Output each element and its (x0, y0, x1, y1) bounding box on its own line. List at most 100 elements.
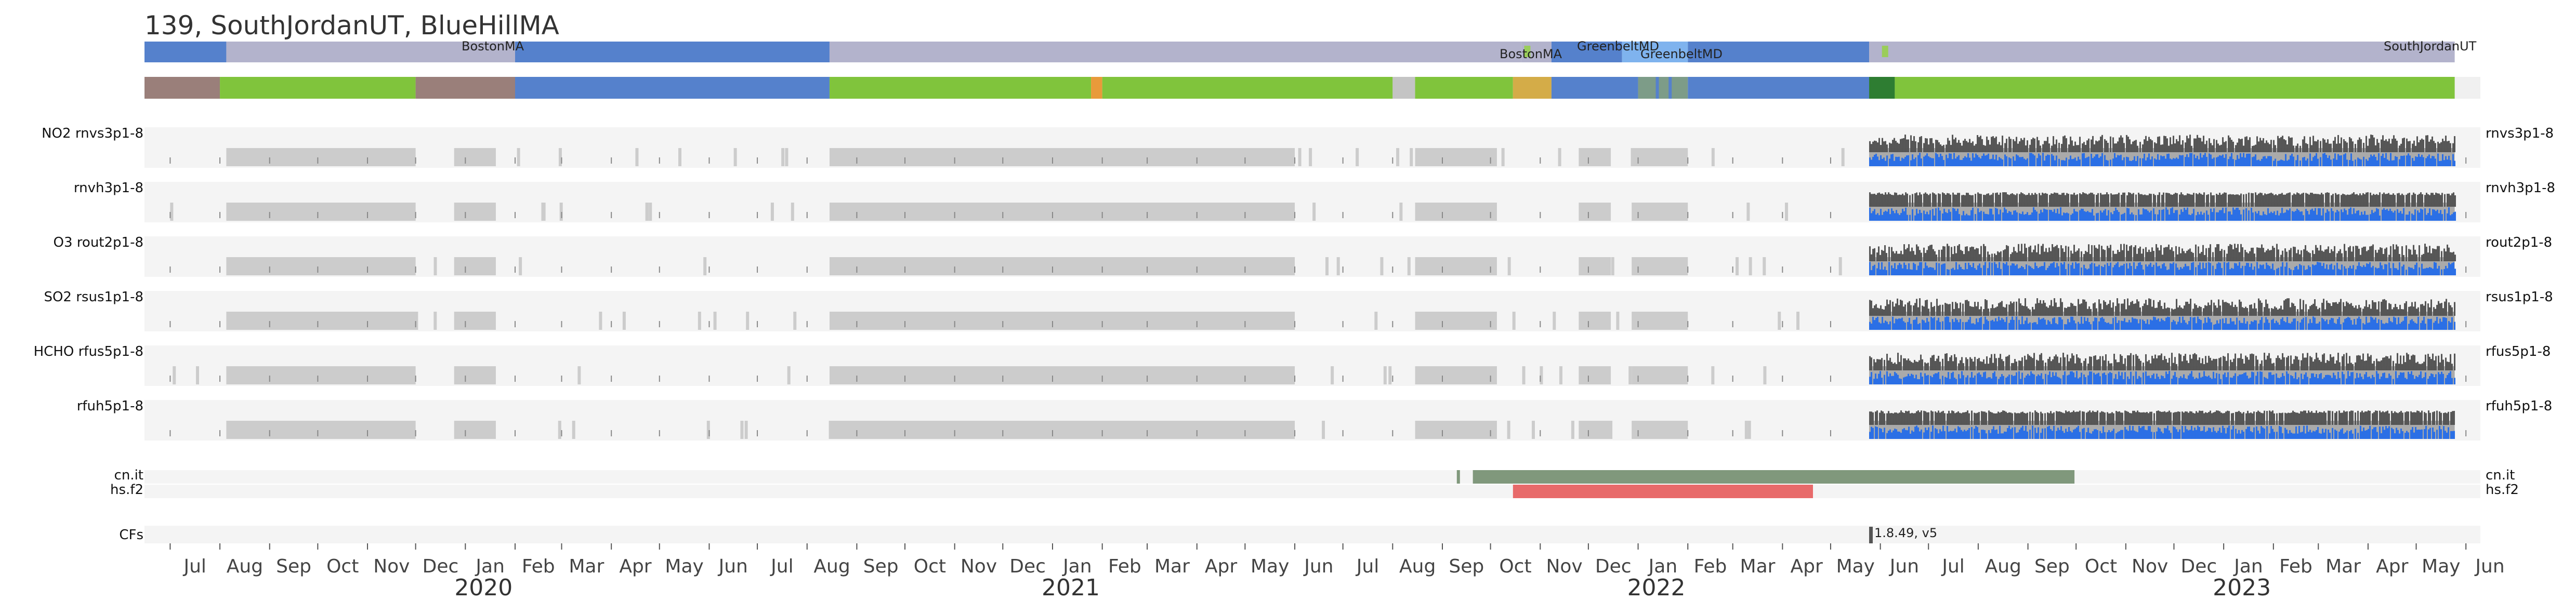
processed-blue-bar (2393, 429, 2395, 439)
processed-dark-bar (2161, 411, 2163, 425)
processed-blue-bar (1921, 212, 1923, 221)
processed-blue-bar (1872, 316, 1874, 330)
processed-blue-bar (2022, 425, 2024, 439)
processed-blue-bar (2027, 431, 2029, 439)
processed-blue-bar (1899, 378, 1901, 384)
processed-blue-bar (2118, 320, 2120, 330)
processed-blue-bar (2026, 317, 2028, 330)
processed-dark-bar (1986, 300, 1988, 316)
processed-blue-bar (2131, 265, 2133, 275)
processed-dark-bar (2007, 194, 2009, 207)
processed-blue-bar (1917, 427, 1920, 439)
processed-blue-bar (1953, 322, 1955, 330)
processed-blue-bar (2227, 324, 2229, 330)
processed-blue-bar (2191, 425, 2193, 439)
processed-dark-bar (2000, 251, 2002, 261)
processed-dark-bar (1916, 244, 1918, 261)
processed-blue-bar (1973, 323, 1975, 330)
processed-dark-bar (2031, 193, 2033, 207)
processed-dark-bar (2067, 306, 2069, 316)
processed-blue-bar (2355, 324, 2357, 330)
processed-dark-bar (2117, 141, 2119, 152)
processed-blue-bar (2207, 215, 2210, 221)
processed-dark-bar (2008, 412, 2010, 425)
processed-blue-bar (2182, 211, 2184, 221)
processed-dark-bar (2289, 250, 2291, 261)
processed-dark-bar (1892, 301, 1894, 316)
processed-blue-bar (2428, 429, 2430, 439)
processed-blue-bar (2195, 267, 2197, 275)
processed-dark-bar (2030, 356, 2032, 370)
processed-blue-bar (1898, 156, 1900, 166)
processed-dark-bar (2087, 309, 2089, 316)
processed-blue-bar (2224, 428, 2226, 439)
processed-dark-bar (2180, 354, 2182, 370)
processed-dark-bar (2349, 137, 2351, 152)
availability-sliver (706, 421, 710, 439)
processed-dark-bar (2201, 141, 2203, 152)
processed-blue-bar (2005, 209, 2007, 221)
availability-sliver (519, 257, 522, 275)
processed-dark-bar (1898, 143, 1900, 152)
processed-blue-bar (1881, 262, 1883, 275)
processed-dark-bar (1931, 245, 1933, 261)
processed-dark-bar (2454, 353, 2456, 370)
processed-blue-bar (1913, 159, 1915, 166)
processed-dark-bar (2365, 300, 2368, 316)
row-tick (169, 430, 171, 436)
processed-blue-bar (2044, 428, 2046, 439)
processed-dark-bar (1980, 361, 1982, 370)
processed-dark-bar (2196, 193, 2198, 207)
processed-blue-bar (2050, 429, 2052, 439)
processed-dark-bar (2240, 353, 2242, 370)
processed-dark-bar (2337, 135, 2340, 152)
processed-blue-bar (2180, 209, 2183, 221)
processed-blue-bar (1948, 431, 1950, 439)
processed-dark-bar (2382, 135, 2384, 152)
processed-dark-bar (1983, 309, 1985, 316)
processed-dark-bar (2193, 193, 2195, 207)
processed-dark-bar (2004, 143, 2006, 152)
processed-blue-bar (1907, 430, 1909, 439)
processed-blue-bar (2206, 323, 2208, 330)
processed-blue-bar (2424, 268, 2426, 275)
processed-blue-bar (2408, 324, 2410, 330)
processed-dark-bar (2415, 363, 2417, 370)
processed-blue-bar (2422, 320, 2424, 330)
row-tick (1052, 212, 1053, 218)
processed-dark-bar (1908, 358, 1910, 370)
processed-dark-bar (2020, 361, 2022, 370)
processed-dark-bar (2153, 300, 2155, 316)
processed-blue-bar (2231, 378, 2233, 384)
processed-blue-bar (2228, 324, 2230, 330)
processed-dark-bar (2151, 306, 2153, 316)
row-tick (1052, 321, 1053, 327)
processed-blue-bar (2173, 262, 2175, 275)
processed-dark-bar (2158, 410, 2160, 425)
processed-blue-bar (1934, 317, 1936, 330)
processed-blue-bar (2432, 209, 2434, 221)
processed-blue-bar (2068, 263, 2070, 275)
processed-dark-bar (2159, 300, 2161, 316)
processed-blue-bar (2376, 208, 2378, 221)
processed-blue-bar (2099, 376, 2101, 384)
processed-blue-bar (2143, 269, 2145, 275)
processed-blue-bar (2049, 209, 2051, 221)
processed-dark-bar (2368, 250, 2370, 261)
processed-blue-bar (2110, 212, 2112, 221)
processed-dark-bar (2048, 413, 2051, 425)
processed-blue-bar (2332, 318, 2334, 330)
availability-block (1632, 312, 1688, 330)
processed-blue-bar (2163, 263, 2165, 275)
processed-dark-bar (2194, 353, 2196, 370)
processed-blue-bar (2352, 161, 2354, 166)
processed-blue-bar (2057, 208, 2059, 221)
processed-blue-bar (2332, 269, 2334, 275)
processed-blue-bar (2044, 262, 2046, 275)
processed-blue-bar (2126, 156, 2128, 166)
processed-blue-bar (2271, 319, 2273, 330)
row-tick (1587, 212, 1589, 218)
processed-dark-bar (2051, 193, 2053, 207)
processed-dark-bar (1929, 245, 1931, 261)
x-month-label: Oct (914, 556, 946, 577)
